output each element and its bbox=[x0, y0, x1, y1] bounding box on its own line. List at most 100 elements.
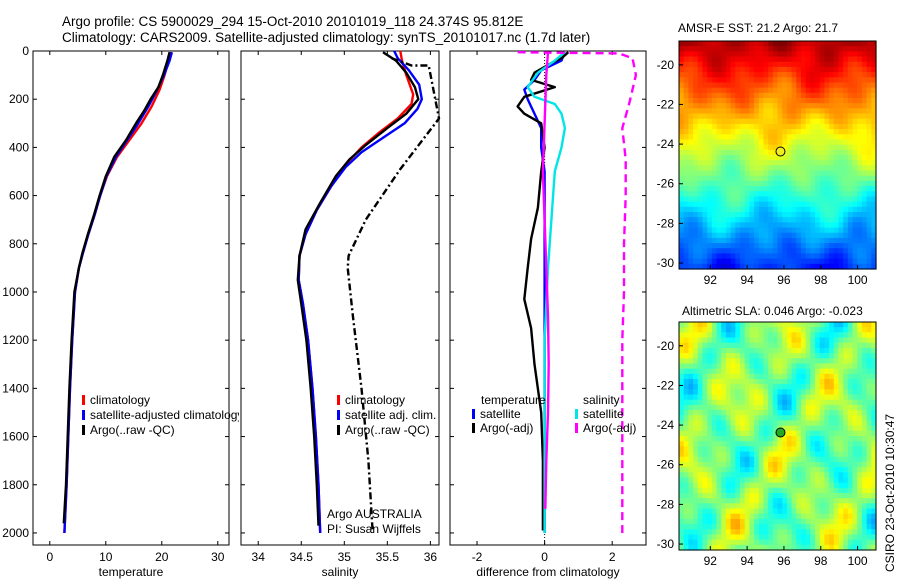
heatmap-cell bbox=[702, 103, 708, 109]
heatmap-cell bbox=[772, 129, 779, 135]
heatmap-cell bbox=[716, 123, 722, 130]
heatmap-cell bbox=[702, 358, 708, 365]
heatmap-cell bbox=[800, 347, 807, 354]
heatmap-cell bbox=[777, 503, 783, 510]
heatmap-cell bbox=[824, 243, 830, 249]
heatmap-cell bbox=[772, 263, 779, 270]
heatmap-cell bbox=[843, 191, 849, 198]
heatmap-cell bbox=[744, 155, 750, 161]
heatmap-cell bbox=[857, 487, 863, 494]
heatmap-cell bbox=[754, 98, 760, 104]
heatmap-cell bbox=[819, 322, 825, 328]
heatmap-cell bbox=[768, 430, 774, 437]
heatmap-cell bbox=[777, 170, 783, 177]
heatmap-cell bbox=[721, 436, 727, 442]
heatmap-cell bbox=[791, 513, 797, 520]
heatmap-cell bbox=[833, 493, 840, 499]
heatmap-cell bbox=[786, 144, 793, 151]
heatmap-cell bbox=[782, 248, 788, 255]
heatmap-cell bbox=[725, 201, 732, 208]
heatmap-cell bbox=[744, 534, 750, 541]
heatmap-cell bbox=[805, 404, 811, 411]
heatmap-cell bbox=[786, 165, 793, 172]
heatmap-cell bbox=[683, 72, 689, 78]
heatmap-cell bbox=[707, 175, 713, 182]
heatmap-cell bbox=[697, 513, 704, 520]
heatmap-cell bbox=[843, 534, 849, 541]
heatmap-cell bbox=[833, 160, 840, 166]
heatmap-cell bbox=[735, 196, 741, 203]
heatmap-cell bbox=[805, 347, 811, 354]
heatmap-cell bbox=[735, 92, 741, 99]
heatmap-cell bbox=[721, 217, 727, 223]
heatmap-cell bbox=[838, 170, 844, 177]
heatmap-cell bbox=[791, 82, 797, 89]
heatmap-cell bbox=[782, 72, 788, 78]
heatmap-cell bbox=[739, 196, 746, 203]
heatmap-cell bbox=[739, 420, 746, 427]
heatmap-cell bbox=[754, 258, 760, 265]
heatmap-cell bbox=[805, 493, 811, 499]
heatmap-cell bbox=[833, 232, 840, 239]
heatmap-cell bbox=[711, 206, 718, 213]
heatmap-cell bbox=[819, 66, 825, 73]
heatmap-cell bbox=[871, 451, 877, 458]
heatmap-cell bbox=[810, 503, 816, 510]
heatmap-cell bbox=[763, 482, 769, 489]
heatmap-cell bbox=[777, 263, 783, 270]
heatmap-cell bbox=[843, 430, 849, 437]
heatmap-cell bbox=[744, 503, 750, 510]
heatmap-cell bbox=[679, 263, 685, 270]
heatmap-cell bbox=[791, 363, 797, 370]
heatmap-cell bbox=[843, 524, 849, 530]
heatmap-cell bbox=[819, 467, 825, 473]
heatmap-cell bbox=[739, 155, 746, 161]
heatmap-cell bbox=[744, 529, 750, 536]
heatmap-cell bbox=[852, 342, 858, 349]
heatmap-cell bbox=[763, 46, 769, 52]
heatmap-cell bbox=[772, 46, 779, 52]
heatmap-cell bbox=[838, 451, 844, 458]
heatmap-cell bbox=[810, 232, 816, 239]
heatmap-cell bbox=[838, 394, 844, 401]
legend-swatch bbox=[82, 395, 85, 405]
heatmap-cell bbox=[838, 113, 844, 120]
heatmap-cell bbox=[679, 123, 685, 130]
heatmap-cell bbox=[768, 222, 774, 229]
heatmap-cell bbox=[786, 482, 793, 489]
heatmap-cell bbox=[843, 332, 849, 339]
heatmap-cell bbox=[847, 92, 854, 99]
heatmap-cell bbox=[688, 51, 694, 58]
heatmap-cell bbox=[749, 263, 755, 270]
heatmap-cell bbox=[857, 404, 863, 411]
heatmap-cell bbox=[749, 134, 755, 141]
heatmap-cell bbox=[815, 544, 821, 551]
heatmap-cell bbox=[819, 196, 825, 203]
heatmap-cell bbox=[730, 82, 736, 89]
heatmap-cell bbox=[800, 482, 807, 489]
heatmap-cell bbox=[763, 430, 769, 437]
heatmap-cell bbox=[735, 180, 741, 187]
heatmap-cell bbox=[810, 337, 816, 344]
heatmap-cell bbox=[697, 263, 704, 270]
heatmap-cell bbox=[786, 508, 793, 515]
heatmap-cell bbox=[725, 477, 732, 484]
heatmap-cell bbox=[852, 544, 858, 551]
heatmap-cell bbox=[754, 332, 760, 339]
heatmap-cell bbox=[763, 498, 769, 504]
heatmap-cell bbox=[754, 82, 760, 89]
heatmap-cell bbox=[763, 155, 769, 161]
heatmap-cell bbox=[815, 87, 821, 94]
heatmap-cell bbox=[866, 544, 872, 551]
heatmap-cell bbox=[796, 196, 802, 203]
heatmap-cell bbox=[857, 243, 863, 249]
heatmap-cell bbox=[833, 513, 840, 520]
heatmap-cell bbox=[796, 430, 802, 437]
heatmap-cell bbox=[810, 217, 816, 223]
heatmap-cell bbox=[744, 498, 750, 504]
heatmap-cell bbox=[796, 322, 802, 328]
heatmap-cell bbox=[791, 206, 797, 213]
heatmap-cell bbox=[679, 46, 685, 52]
heatmap-cell bbox=[735, 332, 741, 339]
heatmap-cell bbox=[772, 544, 779, 551]
